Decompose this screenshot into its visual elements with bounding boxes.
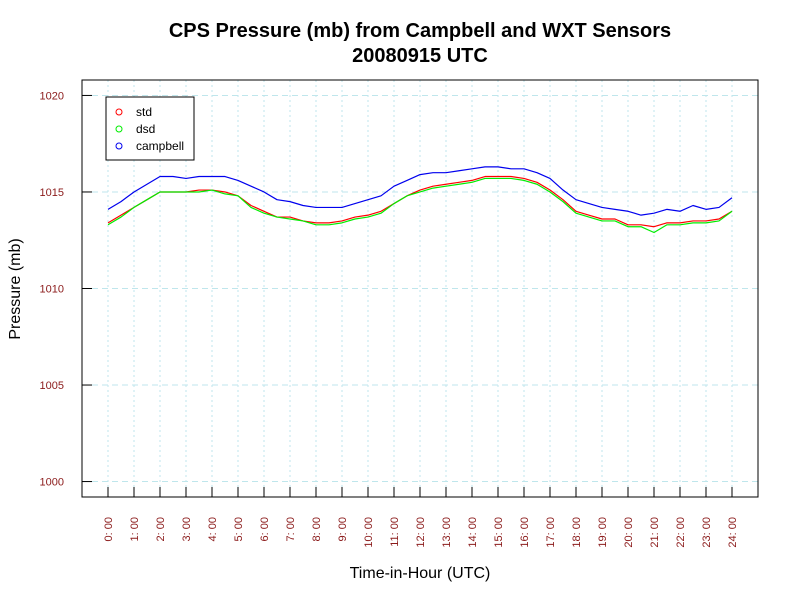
legend: std dsd campbell — [105, 96, 195, 161]
plot-frame — [81, 79, 759, 498]
y-tick-label: 1010 — [40, 284, 64, 296]
legend-marker-std — [115, 108, 123, 116]
x-tick-label: 24: 00 — [727, 517, 739, 548]
x-tick-label: 14: 00 — [467, 517, 479, 548]
series-layer — [107, 166, 733, 234]
x-tick-label: 21: 00 — [649, 517, 661, 548]
x-tick-label: 23: 00 — [701, 517, 713, 548]
x-tick-label: 9: 00 — [337, 517, 349, 541]
x-tick-label: 0: 00 — [103, 517, 115, 541]
y-axis-title: Pressure (mb) — [7, 238, 24, 339]
x-tick-label: 18: 00 — [571, 517, 583, 548]
x-tick-label: 10: 00 — [363, 517, 375, 548]
legend-box — [105, 96, 195, 161]
axis-ticks: 0: 00 1: 00 2: 00 3: 00 4: 00 5: 00 6: 00 7: 00… — [40, 90, 739, 547]
legend-marker-campbell — [115, 142, 123, 150]
y-tick-label: 1000 — [40, 477, 64, 489]
x-tick-label: 20: 00 — [623, 517, 635, 548]
x-tick-label: 15: 00 — [493, 517, 505, 548]
x-tick-label: 5: 00 — [233, 517, 245, 541]
y-tick-label: 1005 — [40, 380, 64, 392]
y-tick-label: 1015 — [40, 187, 64, 199]
x-tick-label: 3: 00 — [181, 517, 193, 541]
x-tick-label: 16: 00 — [519, 517, 531, 548]
legend-label-dsd: dsd — [136, 122, 155, 136]
x-tick-label: 12: 00 — [415, 517, 427, 548]
x-tick-label: 8: 00 — [311, 517, 323, 541]
chart-subtitle: 20080915 UTC — [352, 45, 488, 67]
legend-label-campbell: campbell — [136, 139, 184, 153]
x-axis-title: Time-in-Hour (UTC) — [350, 565, 491, 582]
y-tick-label: 1020 — [40, 90, 64, 102]
series-line-campbell — [107, 166, 733, 216]
x-tick-label: 22: 00 — [675, 517, 687, 548]
x-tick-label: 1: 00 — [129, 517, 141, 541]
x-tick-label: 19: 00 — [597, 517, 609, 548]
x-tick-label: 13: 00 — [441, 517, 453, 548]
x-tick-label: 6: 00 — [259, 517, 271, 541]
legend-entry-campbell: campbell — [115, 139, 184, 153]
legend-label-std: std — [136, 105, 152, 119]
chart-title: CPS Pressure (mb) from Campbell and WXT … — [169, 20, 671, 42]
legend-marker-dsd — [115, 125, 123, 133]
legend-entry-dsd: dsd — [115, 122, 155, 136]
x-tick-label: 17: 00 — [545, 517, 557, 548]
series-line-dsd — [107, 177, 733, 234]
legend-entry-std: std — [115, 105, 152, 119]
x-tick-label: 4: 00 — [207, 517, 219, 541]
x-tick-label: 2: 00 — [155, 517, 167, 541]
x-tick-label: 7: 00 — [285, 517, 297, 541]
x-tick-label: 11: 00 — [389, 517, 401, 547]
